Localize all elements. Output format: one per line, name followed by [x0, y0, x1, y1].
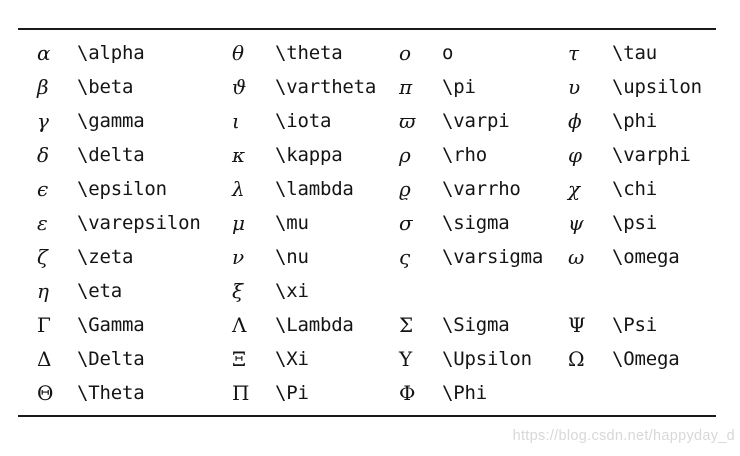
greek-symbol: φ: [568, 143, 583, 167]
greek-symbol: σ: [399, 211, 413, 235]
greek-symbol: ϖ: [399, 109, 416, 133]
latex-command: \upsilon: [612, 76, 702, 98]
greek-symbol: o: [399, 41, 412, 65]
latex-command: \varrho: [442, 178, 521, 200]
latex-command: \Omega: [612, 348, 680, 370]
latex-command: \delta: [77, 144, 145, 166]
latex-command: \gamma: [77, 110, 145, 132]
greek-symbol: ϱ: [399, 177, 411, 201]
latex-command: \Phi: [442, 382, 487, 404]
latex-command: \rho: [442, 144, 487, 166]
greek-symbol: ω: [568, 245, 585, 269]
latex-command: \epsilon: [77, 178, 167, 200]
latex-command: \Psi: [612, 314, 657, 336]
greek-symbol: ρ: [399, 143, 411, 167]
greek-symbol: ξ: [232, 279, 244, 303]
greek-symbol: Φ: [399, 381, 416, 405]
greek-symbol: η: [37, 279, 49, 303]
greek-symbol: κ: [232, 143, 246, 167]
greek-symbol: ψ: [568, 211, 584, 235]
greek-symbol: χ: [568, 177, 581, 201]
table-row: Δ \Delta Ξ \Xi Υ \Upsilon Ω \Omega: [18, 342, 716, 376]
latex-command: \nu: [275, 246, 309, 268]
latex-command: \Theta: [77, 382, 145, 404]
latex-command: \tau: [612, 42, 657, 64]
latex-command: \psi: [612, 212, 657, 234]
table-row: η \eta ξ \xi: [18, 274, 716, 308]
greek-symbol: γ: [37, 109, 49, 133]
greek-symbol: θ: [232, 41, 245, 65]
greek-symbol: Ω: [568, 347, 585, 371]
latex-command: \kappa: [275, 144, 343, 166]
greek-symbol: μ: [232, 211, 245, 235]
greek-symbol: Γ: [37, 313, 51, 337]
greek-symbol: υ: [568, 75, 581, 99]
latex-command: \Gamma: [77, 314, 145, 336]
table-row: δ \delta κ \kappa ρ \rho φ \varphi: [18, 138, 716, 172]
greek-letters-table: α \alpha θ \theta o o τ \tau β \beta ϑ \vartheta π \p…: [18, 28, 716, 417]
latex-command: \iota: [275, 110, 332, 132]
latex-command: \theta: [275, 42, 343, 64]
latex-command: \Sigma: [442, 314, 510, 336]
greek-symbol: ζ: [37, 245, 48, 269]
latex-command: \beta: [77, 76, 134, 98]
latex-command: \alpha: [77, 42, 145, 64]
greek-symbol: Π: [232, 381, 250, 405]
greek-symbol: ι: [232, 109, 240, 133]
table-row: ϵ \epsilon λ \lambda ϱ \varrho χ \chi: [18, 172, 716, 206]
greek-symbol: Ψ: [568, 313, 586, 337]
latex-command: \Pi: [275, 382, 309, 404]
latex-command: \phi: [612, 110, 657, 132]
latex-command: \mu: [275, 212, 309, 234]
table-row: Γ \Gamma Λ \Lambda Σ \Sigma Ψ \Psi: [18, 308, 716, 342]
table-row: β \beta ϑ \vartheta π \pi υ \upsilon: [18, 70, 716, 104]
greek-symbol: Δ: [37, 347, 52, 371]
greek-symbol: Υ: [399, 347, 413, 371]
greek-symbol: Λ: [232, 313, 247, 337]
latex-command: \varepsilon: [77, 212, 201, 234]
greek-symbol: δ: [37, 143, 50, 167]
table-row: ζ \zeta ν \nu ς \varsigma ω \omega: [18, 240, 716, 274]
greek-symbol: Σ: [399, 313, 414, 337]
latex-command: \sigma: [442, 212, 510, 234]
latex-command: \varsigma: [442, 246, 544, 268]
latex-command: \zeta: [77, 246, 134, 268]
table-row: Θ \Theta Π \Pi Φ \Phi: [18, 376, 716, 410]
greek-symbol: λ: [232, 177, 245, 201]
watermark-url: https://blog.csdn.net/happyday_d: [512, 428, 735, 444]
latex-command: o: [442, 42, 454, 64]
latex-command: \eta: [77, 280, 122, 302]
latex-command: \chi: [612, 178, 657, 200]
greek-symbol: ϑ: [232, 75, 247, 99]
latex-command: \lambda: [275, 178, 354, 200]
table-row: γ \gamma ι \iota ϖ \varpi ϕ \phi: [18, 104, 716, 138]
greek-symbol: ϵ: [37, 177, 49, 201]
latex-command: \omega: [612, 246, 680, 268]
greek-symbol: ϕ: [568, 109, 582, 133]
greek-symbol: π: [399, 75, 413, 99]
greek-symbol: ς: [399, 245, 411, 269]
greek-symbol: Ξ: [232, 347, 247, 371]
greek-symbol: ε: [37, 211, 48, 235]
table-row: ε \varepsilon μ \mu σ \sigma ψ \psi: [18, 206, 716, 240]
latex-command: \Xi: [275, 348, 309, 370]
greek-symbol: β: [37, 75, 49, 99]
greek-symbol: Θ: [37, 381, 54, 405]
latex-command: \Upsilon: [442, 348, 532, 370]
latex-command: \Delta: [77, 348, 145, 370]
greek-symbol: α: [37, 41, 51, 65]
greek-symbol: τ: [568, 41, 580, 65]
table-row: α \alpha θ \theta o o τ \tau: [18, 36, 716, 70]
greek-symbol: ν: [232, 245, 245, 269]
latex-command: \vartheta: [275, 76, 377, 98]
latex-command: \varphi: [612, 144, 691, 166]
latex-command: \xi: [275, 280, 309, 302]
latex-command: \varpi: [442, 110, 510, 132]
latex-command: \Lambda: [275, 314, 354, 336]
latex-command: \pi: [442, 76, 476, 98]
